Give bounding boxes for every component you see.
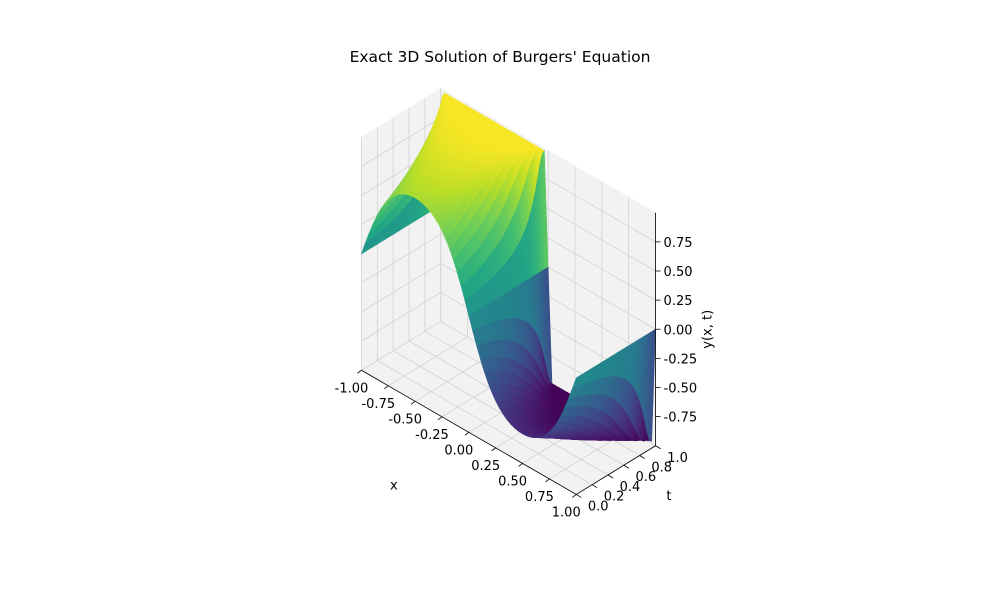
z-tick-label: 0.50	[664, 265, 693, 280]
x-tick-label: -0.50	[388, 412, 422, 427]
z-tick-label: -0.75	[664, 411, 698, 426]
x-tick-label: -1.00	[335, 381, 369, 396]
x-tick-label: 0.00	[444, 443, 473, 458]
t-tick-label: 1.0	[667, 451, 688, 466]
x-tick-label: -0.75	[361, 397, 395, 412]
x-tick-label: 0.75	[525, 490, 554, 505]
x-tick-label: -0.25	[415, 428, 449, 443]
z-tick-label: 0.00	[664, 323, 693, 338]
t-tick-mark	[656, 446, 661, 449]
chart-title: Exact 3D Solution of Burgers' Equation	[0, 48, 1000, 66]
x-tick-mark	[384, 386, 388, 389]
t-axis-label: t	[666, 489, 671, 504]
x-tick-mark	[519, 463, 523, 466]
x-tick-mark	[438, 417, 442, 420]
t-tick-mark	[576, 494, 581, 497]
x-tick-mark	[572, 494, 576, 497]
x-tick-mark	[411, 401, 415, 404]
t-tick-mark	[624, 465, 629, 468]
t-tick-mark	[592, 485, 597, 488]
x-tick-mark	[492, 448, 496, 451]
z-tick-label: -0.50	[664, 382, 698, 397]
t-tick-mark	[608, 475, 613, 478]
x-tick-label: 1.00	[552, 505, 581, 520]
x-tick-mark	[465, 432, 469, 435]
z-axis-label: y(x, t)	[701, 310, 716, 349]
z-tick-label: 0.25	[664, 294, 693, 309]
x-axis-label: x	[390, 478, 398, 493]
z-tick-label: -0.25	[664, 352, 698, 367]
t-tick-mark	[640, 455, 645, 458]
x-tick-label: 0.50	[498, 474, 527, 489]
x-tick-mark	[545, 479, 549, 482]
z-tick-label: 0.75	[664, 236, 693, 251]
x-tick-mark	[357, 370, 361, 373]
x-tick-label: 0.25	[471, 459, 500, 474]
